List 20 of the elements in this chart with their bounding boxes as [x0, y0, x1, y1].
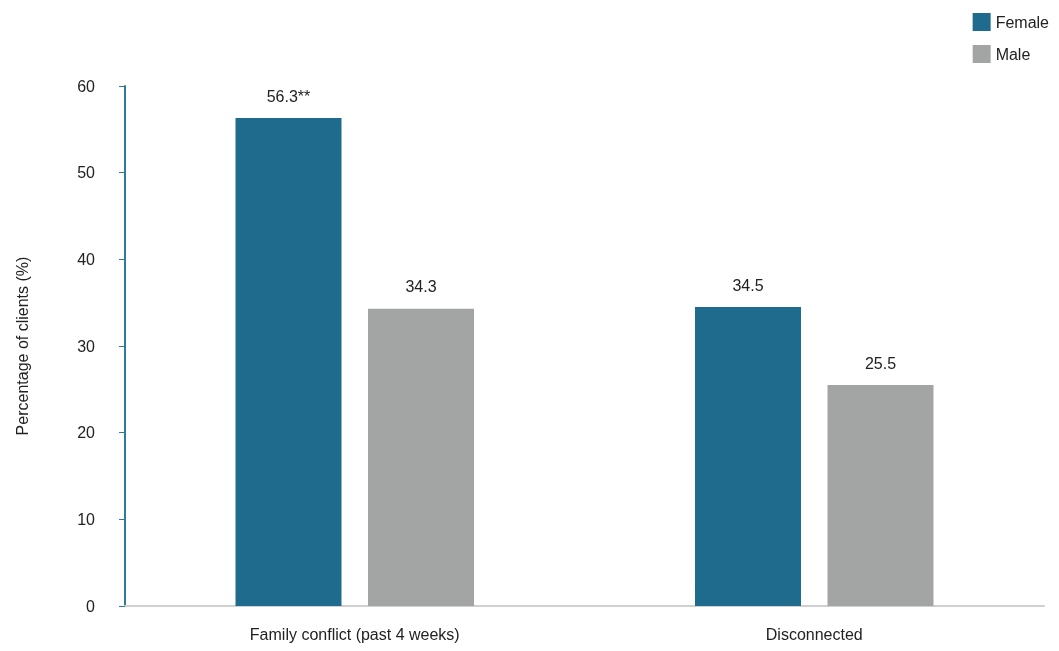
x-tick-label: Family conflict (past 4 weeks): [249, 625, 460, 643]
x-tick-label: Disconnected: [765, 625, 863, 643]
data-label: 56.3**: [266, 87, 311, 105]
legend-label: Female: [995, 13, 1050, 31]
data-label: 25.5: [864, 354, 897, 372]
y-tick-label: 20: [77, 424, 96, 442]
bar: [827, 385, 934, 606]
data-label: 34.5: [732, 276, 764, 294]
y-axis-title: Percentage of clients (%): [13, 256, 31, 436]
y-tick-label: 50: [77, 164, 96, 182]
y-tick-label: 30: [77, 337, 96, 355]
legend-label: Male: [995, 45, 1031, 63]
data-label: 34.3: [405, 278, 437, 296]
bar: [235, 118, 342, 606]
y-tick-label: 60: [77, 77, 96, 95]
bar: [695, 307, 801, 606]
y-tick-label: 10: [77, 510, 96, 528]
bar: [368, 308, 474, 606]
y-tick-label: 40: [77, 250, 96, 268]
y-tick-label: 0: [86, 597, 96, 615]
